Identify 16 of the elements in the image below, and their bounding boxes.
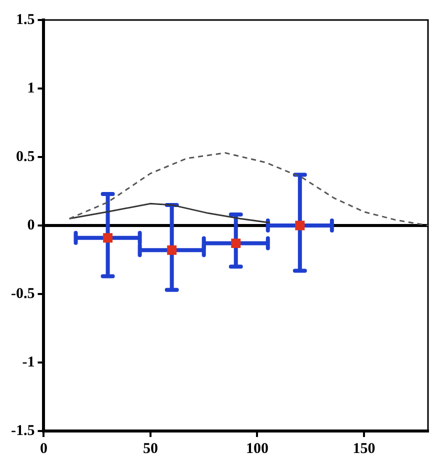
y-tick-label: 0.5	[16, 148, 35, 165]
y-tick-label: 1	[27, 80, 35, 96]
y-tick-label: -1.5	[10, 422, 35, 439]
y-tick-label: 1.5	[16, 12, 35, 28]
point	[167, 245, 177, 255]
line-series	[68, 152, 428, 226]
y-tick-label: -0.5	[10, 286, 35, 302]
point	[295, 220, 305, 230]
point	[103, 233, 113, 243]
x-tick-label: 50	[142, 440, 158, 457]
point	[231, 238, 241, 248]
x-tick-label: 0	[40, 440, 48, 457]
x-tick-label: 100	[246, 440, 268, 457]
x-tick-label: 150	[352, 440, 376, 457]
y-tick-label: -1	[22, 354, 35, 370]
y-tick-label: 0	[27, 217, 35, 234]
